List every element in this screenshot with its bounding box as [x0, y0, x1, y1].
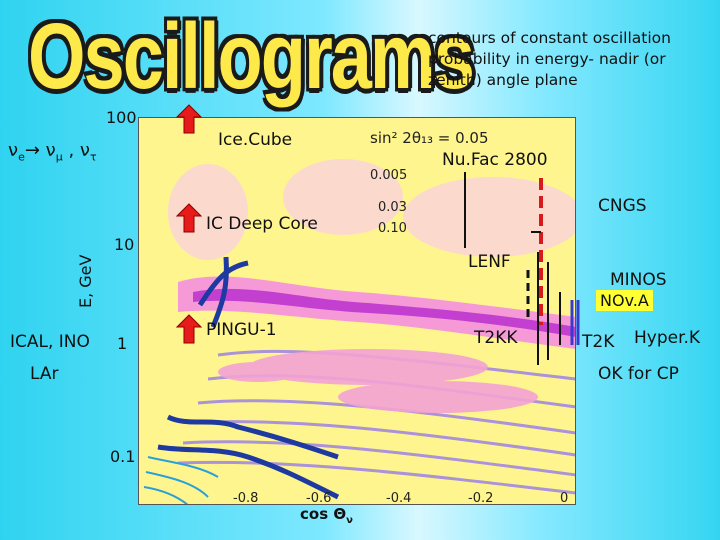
contour-value-label: 0.005: [370, 168, 407, 183]
contour-value-label: 0.10: [378, 221, 407, 236]
y-tick-label: 1: [117, 334, 128, 353]
experiment-label-pingu: PINGU-1: [206, 320, 277, 340]
experiment-label-lenf: LENF: [468, 252, 511, 272]
channel-label: νe→ νμ , ντ: [8, 140, 97, 164]
y-tick-label: 10: [114, 235, 135, 254]
plot-frame: [138, 117, 576, 505]
x-tick-label: -0.6: [306, 491, 331, 505]
experiment-label-lar: LAr: [30, 364, 59, 384]
x-axis-label: cos Θν: [300, 505, 353, 526]
oscillogram-plot: -0.8 -0.6 -0.4 -0.2 0 sin² 2θ₁₃ = 0.05 0…: [138, 117, 576, 505]
mixing-angle-label: sin² 2θ₁₃ = 0.05: [370, 129, 489, 147]
y-tick-label: 100: [106, 108, 137, 127]
experiment-label-nova: NOv.A: [596, 290, 653, 311]
arrow-up-icon: [176, 104, 202, 134]
x-tick-label: -0.4: [386, 491, 411, 505]
x-tick-label: -0.2: [468, 491, 493, 505]
experiment-label-ok-cp: OK for CP: [598, 364, 679, 384]
resonance-band-core: [193, 288, 576, 337]
experiment-label-icecube: Ice.Cube: [218, 130, 293, 150]
pink-lobes: [218, 349, 538, 413]
experiment-label-ic-deep-core: IC Deep Core: [206, 214, 318, 234]
experiment-label-t2kk: T2KK: [474, 328, 518, 348]
oscillogram-svg: -0.8 -0.6 -0.4 -0.2 0 sin² 2θ₁₃ = 0.05 0…: [138, 117, 576, 505]
experiment-label-ical-ino: ICAL, INO: [10, 332, 90, 352]
experiment-label-hyperk: Hyper.K: [634, 328, 701, 348]
upper-lobes: [168, 159, 576, 260]
description-text: contours of constant oscillation probabi…: [428, 29, 671, 89]
experiment-label-cngs: CNGS: [598, 196, 647, 216]
experiment-label-minos: MINOS: [610, 270, 667, 290]
arrow-up-icon: [176, 203, 202, 233]
light-blue-stripes: [143, 456, 219, 505]
x-tick-label: -0.8: [233, 491, 258, 505]
x-tick-label: 0: [560, 491, 568, 505]
page-title: Oscillograms: [28, 4, 475, 108]
experiment-label-nufac: Nu.Fac 2800: [442, 150, 548, 170]
dark-features: [157, 256, 340, 500]
experiment-label-t2k: T2K: [582, 332, 615, 352]
arrow-up-icon: [176, 314, 202, 344]
contour-value-label: 0.03: [378, 200, 407, 215]
y-tick-label: 0.1: [110, 447, 136, 466]
